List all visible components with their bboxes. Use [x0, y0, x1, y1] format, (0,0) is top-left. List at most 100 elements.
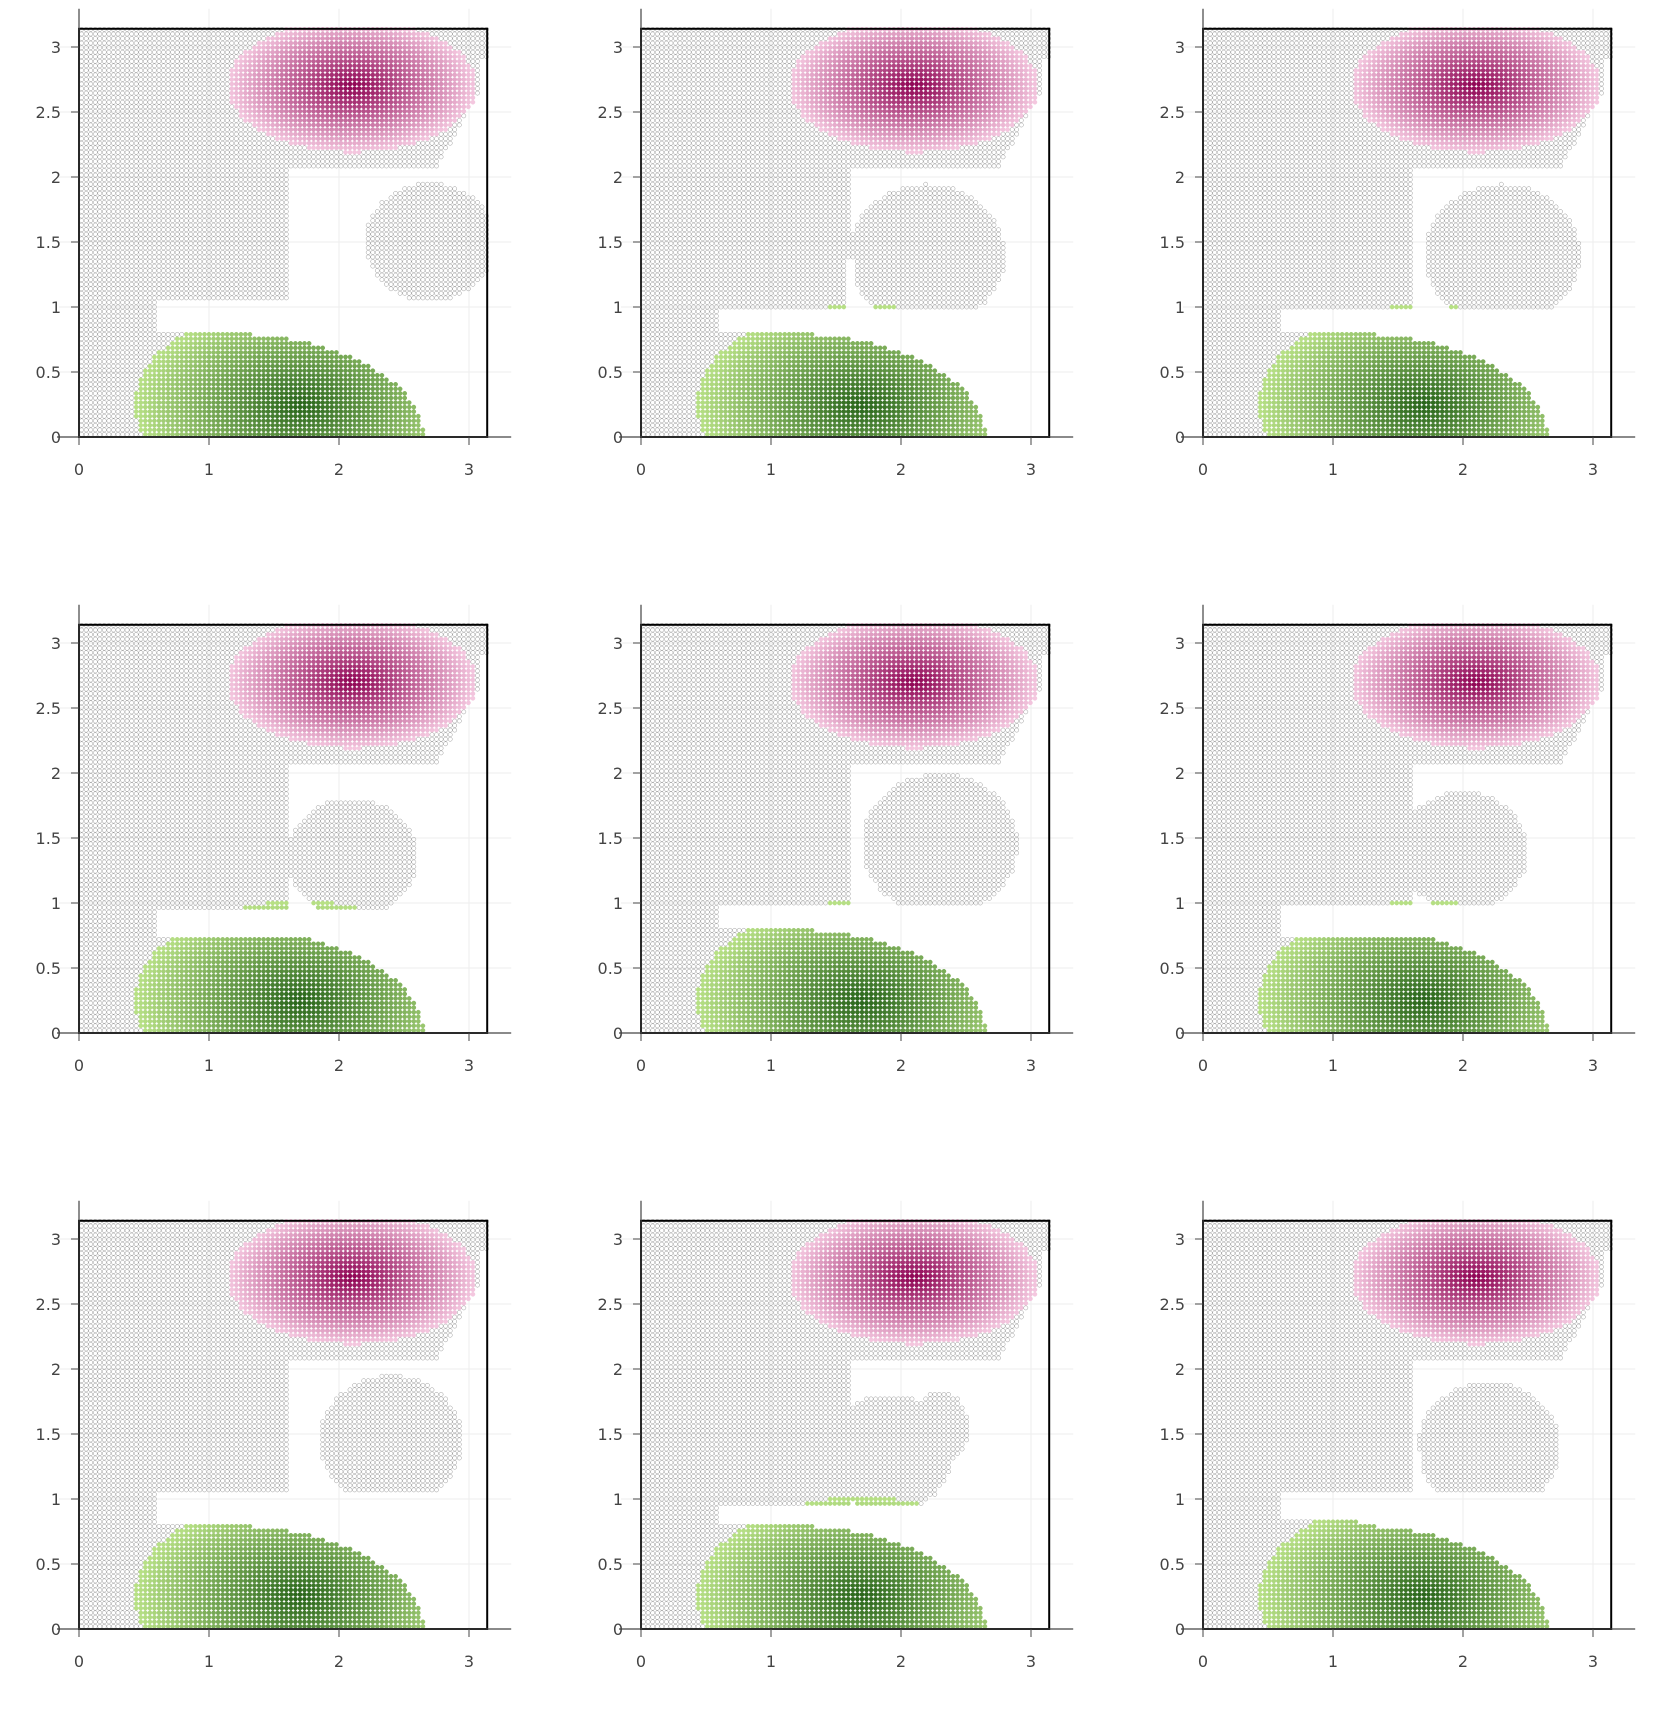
- scatter-point: [80, 319, 84, 323]
- scatter-point: [107, 273, 111, 277]
- scatter-point: [161, 391, 165, 395]
- scatter-point: [143, 337, 147, 341]
- scatter-point: [107, 405, 111, 409]
- scatter-point: [157, 382, 161, 386]
- scatter-point: [80, 96, 84, 100]
- scatter-point: [116, 73, 120, 77]
- scatter-point: [89, 114, 93, 118]
- scatter-point: [166, 432, 170, 436]
- scatter-point: [134, 391, 138, 395]
- scatter-point: [148, 278, 152, 282]
- scatter-point: [125, 223, 129, 227]
- scatter-point: [148, 259, 152, 263]
- scatter-markers: [80, 27, 489, 436]
- scatter-point: [148, 309, 152, 313]
- scatter-point: [80, 91, 84, 95]
- scatter-point: [93, 319, 97, 323]
- scatter-point: [125, 46, 129, 50]
- scatter-point: [93, 309, 97, 313]
- scatter-point: [125, 373, 129, 377]
- scatter-point: [125, 196, 129, 200]
- scatter-point: [102, 141, 106, 145]
- scatter-point: [166, 282, 170, 286]
- scatter-point: [157, 41, 161, 45]
- scatter-point: [143, 296, 147, 300]
- scatter-point: [93, 387, 97, 391]
- scatter-point: [148, 109, 152, 113]
- scatter-point: [121, 114, 125, 118]
- scatter-point: [143, 419, 147, 423]
- scatter-point: [102, 428, 106, 432]
- scatter-point: [139, 137, 143, 141]
- scatter-point: [152, 182, 156, 186]
- scatter-point: [84, 364, 88, 368]
- scatter-point: [111, 273, 115, 277]
- scatter-point: [116, 378, 120, 382]
- scatter-point: [107, 309, 111, 313]
- scatter-point: [89, 132, 93, 136]
- scatter-point: [111, 414, 115, 418]
- scatter-point: [80, 41, 84, 45]
- scatter-point: [80, 264, 84, 268]
- scatter-point: [125, 187, 129, 191]
- scatter-point: [107, 291, 111, 295]
- scatter-point: [130, 314, 134, 318]
- scatter-point: [102, 387, 106, 391]
- scatter-point: [143, 105, 147, 109]
- scatter-point: [80, 223, 84, 227]
- scatter-point: [166, 250, 170, 254]
- scatter-point: [125, 410, 129, 414]
- scatter-point: [125, 364, 129, 368]
- scatter-point: [139, 282, 143, 286]
- scatter-point: [139, 346, 143, 350]
- scatter-point: [134, 214, 138, 218]
- scatter-point: [125, 146, 129, 150]
- scatter-point: [166, 346, 170, 350]
- scatter-point: [157, 419, 161, 423]
- scatter-point: [130, 41, 134, 45]
- scatter-point: [157, 132, 161, 136]
- scatter-point: [111, 200, 115, 204]
- scatter-point: [102, 296, 106, 300]
- scatter-point: [139, 150, 143, 154]
- scatter-point: [107, 32, 111, 36]
- scatter-point: [152, 178, 156, 182]
- scatter-point: [93, 341, 97, 345]
- scatter-point: [148, 55, 152, 59]
- scatter-point: [121, 237, 125, 241]
- scatter-point: [152, 337, 156, 341]
- scatter-point: [121, 410, 125, 414]
- scatter-point: [102, 68, 106, 72]
- scatter-point: [161, 432, 165, 436]
- scatter-point: [116, 32, 120, 36]
- scatter-point: [98, 209, 102, 213]
- scatter-point: [121, 228, 125, 232]
- scatter-point: [125, 291, 129, 295]
- scatter-point: [166, 378, 170, 382]
- scatter-point: [102, 300, 106, 304]
- scatter-point: [139, 228, 143, 232]
- scatter-point: [130, 246, 134, 250]
- scatter-point: [166, 350, 170, 354]
- scatter-point: [130, 209, 134, 213]
- scatter-point: [121, 150, 125, 154]
- scatter-point: [111, 328, 115, 332]
- scatter-point: [157, 396, 161, 400]
- scatter-point: [121, 178, 125, 182]
- scatter-point: [143, 291, 147, 295]
- scatter-point: [116, 178, 120, 182]
- scatter-point: [107, 232, 111, 236]
- scatter-point: [93, 219, 97, 223]
- scatter-point: [134, 428, 138, 432]
- scatter-point: [98, 46, 102, 50]
- scatter-point: [107, 341, 111, 345]
- scatter-point: [130, 419, 134, 423]
- scatter-point: [157, 68, 161, 72]
- scatter-point: [166, 355, 170, 359]
- scatter-point: [98, 96, 102, 100]
- scatter-point: [125, 168, 129, 172]
- scatter-point: [111, 150, 115, 154]
- scatter-point: [111, 191, 115, 195]
- scatter-point: [107, 228, 111, 232]
- scatter-point: [80, 82, 84, 86]
